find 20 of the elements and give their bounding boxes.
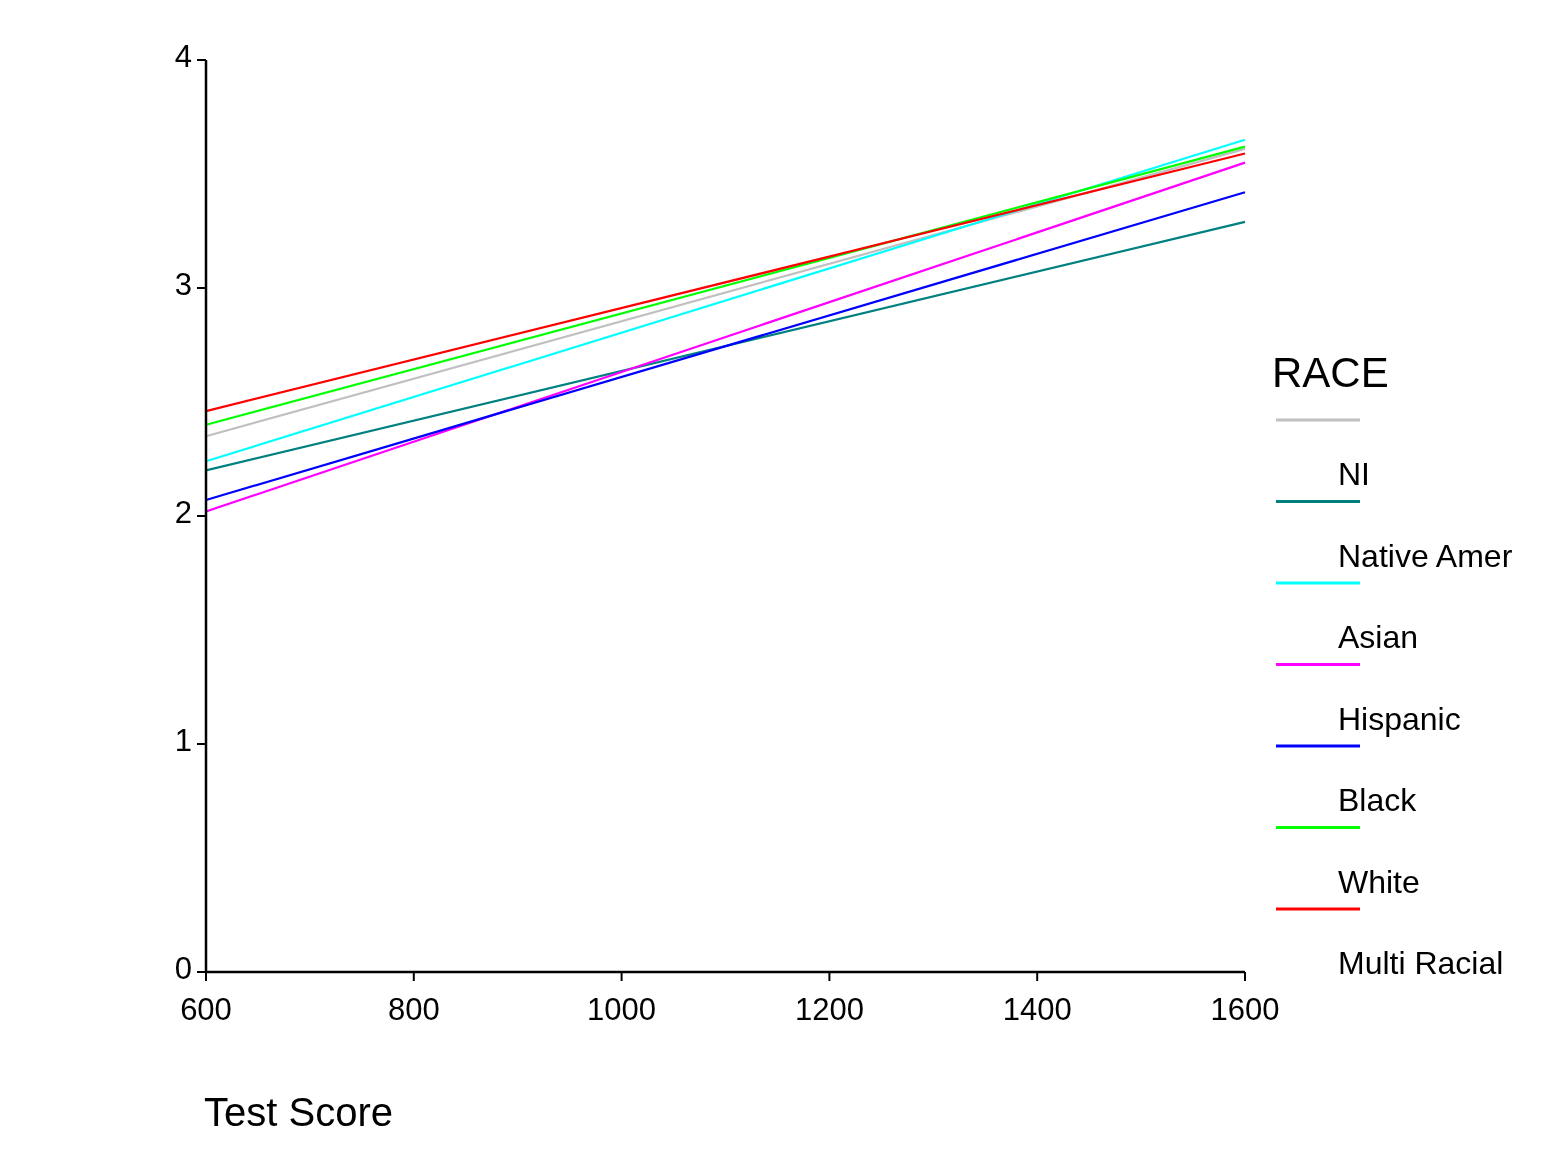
legend-label: Black — [1338, 782, 1418, 818]
legend-label: Native Amer — [1338, 537, 1513, 574]
legend-title: RACE — [1272, 349, 1389, 396]
x-tick-label: 1600 — [1210, 992, 1280, 1027]
legend-label: Asian — [1338, 619, 1419, 655]
x-tick-label: 1000 — [587, 992, 657, 1027]
x-tick-label: 800 — [387, 992, 440, 1027]
legend-label: NI — [1338, 456, 1370, 492]
y-tick-label: 4 — [174, 38, 192, 74]
x-tick-label: 1400 — [1002, 992, 1072, 1027]
y-tick-label: 3 — [174, 266, 192, 302]
legend-label: White — [1338, 863, 1420, 900]
y-tick-label: 2 — [174, 494, 192, 530]
x-tick-label: 600 — [180, 992, 232, 1027]
legend-label: Multi Racial — [1338, 945, 1504, 981]
y-tick-label: 0 — [174, 950, 192, 986]
x-tick-label: 1200 — [794, 992, 864, 1027]
legend-label: Hispanic — [1338, 700, 1461, 737]
y-tick-label: 1 — [174, 722, 192, 758]
x-axis-title: Test Score — [204, 1090, 393, 1134]
